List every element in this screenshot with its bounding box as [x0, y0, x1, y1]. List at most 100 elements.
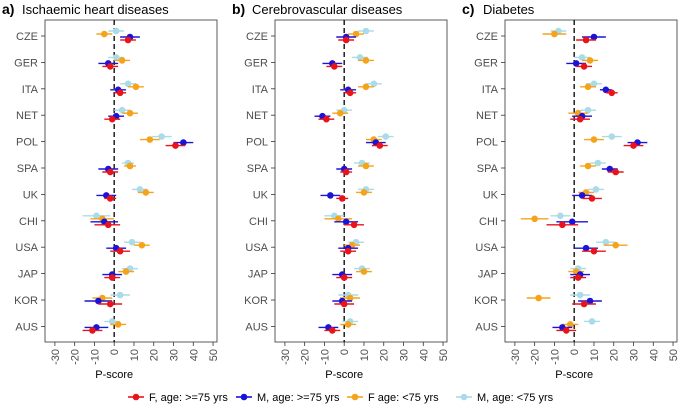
y-tick-label: AUS [245, 321, 268, 333]
panel-title: Cerebrovascular diseases [252, 2, 403, 17]
data-point [578, 54, 586, 61]
data-point [346, 89, 354, 97]
data-point [106, 63, 114, 70]
series-f-age-75-yrs [324, 30, 382, 328]
series-m-age-75-yrs [324, 27, 394, 325]
y-tick-label: KOR [14, 295, 38, 307]
x-tick-label: -20 [300, 349, 312, 365]
data-point [559, 221, 566, 229]
data-point [336, 109, 344, 117]
data-point [557, 212, 564, 220]
data-point [612, 168, 620, 176]
y-tick-label: NET [246, 110, 268, 122]
y-tick-label: KOR [244, 295, 268, 307]
data-point [340, 274, 348, 281]
data-point [180, 139, 187, 146]
y-tick-label: UK [23, 189, 39, 201]
data-point [382, 133, 390, 140]
data-point [590, 136, 598, 143]
data-point [590, 247, 598, 255]
data-point [112, 27, 120, 35]
data-point [104, 221, 112, 229]
x-tick-label: 0 [569, 349, 581, 355]
x-tick-label: -10 [549, 349, 561, 365]
data-point [356, 54, 364, 61]
plot-frame [274, 19, 448, 343]
data-point [608, 133, 616, 140]
y-tick-label: USA [475, 242, 498, 254]
data-point [588, 318, 596, 325]
data-point [158, 133, 165, 140]
data-point [132, 83, 140, 91]
data-point [590, 80, 598, 88]
data-point [118, 57, 126, 64]
data-point [122, 268, 130, 275]
data-point [112, 54, 120, 61]
y-tick-label: USA [15, 242, 38, 254]
legend-swatch-point [351, 393, 359, 401]
series-m-age-75-yrs [314, 33, 386, 331]
series-f-age-75-yrs [90, 30, 160, 328]
data-point [566, 321, 574, 328]
data-point [612, 241, 620, 249]
legend-label: F, age: >=75 yrs [149, 392, 228, 404]
data-point [576, 291, 584, 299]
x-tick-label: 40 [188, 349, 200, 361]
data-point [362, 83, 370, 91]
panel-title: Ischaemic heart diseases [22, 2, 169, 17]
data-point [586, 297, 594, 305]
data-point [108, 318, 116, 325]
data-point [136, 186, 144, 193]
y-tick-label: CZE [16, 31, 38, 43]
data-point [562, 327, 570, 334]
data-point [126, 162, 134, 170]
x-tick-label: 40 [418, 349, 430, 361]
series-f-age-75-yrs [546, 36, 644, 334]
y-tick-label: NET [16, 110, 38, 122]
x-tick-label: 20 [379, 349, 391, 361]
x-tick-label: 10 [589, 349, 601, 361]
y-tick-label: CZE [476, 31, 498, 43]
plot-frame [504, 19, 678, 343]
data-point [572, 60, 580, 67]
data-point [362, 162, 370, 170]
data-point [584, 162, 592, 170]
legend-item: M, age: >=75 yrs [236, 392, 340, 404]
data-point [93, 212, 100, 220]
data-point [126, 109, 134, 117]
data-point [568, 218, 576, 226]
y-tick-label: GER [474, 57, 498, 69]
legend-label: M, age: >=75 yrs [257, 392, 340, 404]
y-tick-label: KOR [474, 295, 498, 307]
data-point [584, 83, 592, 91]
data-point [594, 159, 602, 167]
data-point [342, 36, 350, 44]
series-m-age-75-yrs [550, 27, 622, 325]
panel-title: Diabetes [483, 2, 535, 17]
data-point [370, 80, 378, 88]
data-point [329, 327, 336, 334]
legend-item: F, age: >=75 yrs [128, 392, 228, 404]
y-tick-label: ITA [482, 84, 499, 96]
data-point [116, 291, 124, 299]
y-tick-label: UK [253, 189, 269, 201]
data-point [106, 168, 114, 176]
x-tick-label: 50 [438, 349, 450, 361]
y-tick-label: JAP [18, 269, 38, 281]
x-tick-label: 10 [129, 349, 141, 361]
x-tick-label: 50 [208, 349, 220, 361]
series-m-age-75-yrs [82, 27, 172, 325]
data-point [608, 89, 616, 97]
data-point [323, 115, 330, 123]
legend-swatch-point [460, 393, 468, 401]
data-point [535, 294, 542, 302]
x-tick-label: -30 [280, 349, 292, 365]
panel-letter: a) [2, 1, 14, 17]
panel-letter: b) [232, 1, 245, 17]
x-tick-label: 10 [359, 349, 371, 361]
legend-item: M, age: <75 yrs [456, 392, 554, 404]
x-tick-label: 40 [648, 349, 660, 361]
x-tick-label: 50 [668, 349, 680, 361]
data-point [578, 192, 586, 199]
